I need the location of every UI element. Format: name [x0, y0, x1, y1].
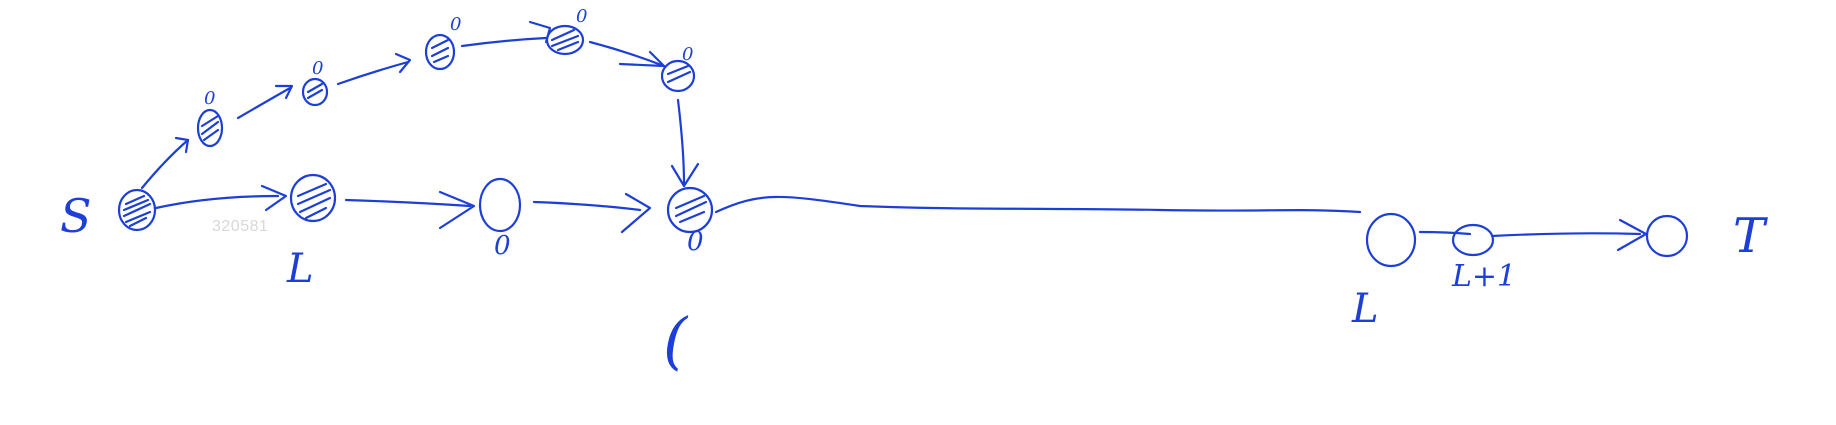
arrowhead	[670, 162, 700, 188]
top-node-5-superscript: 0	[682, 44, 693, 65]
arrowhead	[618, 50, 666, 68]
top-node-4	[545, 24, 585, 56]
top-node-1	[196, 108, 224, 148]
label-under-right-node-next: L+1	[1451, 259, 1516, 294]
label-under-bottom-node-2: 0	[494, 231, 511, 261]
right-node-L	[1365, 212, 1417, 268]
top-node-2-superscript: 0	[312, 58, 323, 79]
top-node-1-superscript: 0	[204, 88, 215, 109]
arrowhead	[274, 84, 294, 100]
sink-label: T	[1733, 208, 1768, 264]
label-under-right-node: L	[1351, 286, 1379, 332]
edge-top-3-to-top-4	[460, 36, 548, 48]
source-node	[117, 188, 157, 232]
edge-merge-to-right-node	[714, 195, 1362, 214]
edge-top-4-to-top-5	[588, 40, 666, 68]
edge-right-node-to-next	[1418, 230, 1472, 236]
right-node-L-plus-1	[1451, 223, 1495, 257]
edge-bottom-1-to-bottom-2	[344, 198, 472, 208]
edge-source-to-top-1	[140, 138, 190, 190]
edge-top-5-to-merge	[676, 98, 686, 186]
top-node-3	[424, 33, 456, 71]
arrowhead	[620, 192, 652, 234]
arrowhead	[260, 184, 288, 212]
bottom-node-1	[289, 173, 337, 223]
label-below-merge: (	[663, 304, 689, 377]
arrowhead	[1616, 218, 1648, 252]
arrowhead	[394, 52, 412, 74]
watermark: 320581	[212, 218, 269, 235]
edge-next-to-sink	[1490, 232, 1642, 238]
edge-top-2-to-top-3	[336, 60, 410, 86]
merge-node	[666, 186, 714, 234]
bottom-node-2	[478, 177, 522, 233]
top-node-2	[301, 77, 329, 107]
edge-top-1-to-top-2	[236, 86, 292, 120]
arrowhead	[174, 136, 190, 154]
edge-bottom-2-to-merge	[532, 200, 642, 212]
top-node-5	[660, 59, 696, 93]
arrowhead	[438, 190, 476, 230]
top-node-4-superscript: 0	[576, 6, 587, 27]
top-node-3-superscript: 0	[450, 14, 461, 35]
edge-source-to-bottom-1	[154, 194, 280, 210]
label-under-merge-node: 0	[687, 227, 704, 257]
sink-node	[1645, 214, 1689, 258]
source-label: S	[60, 189, 92, 243]
label-under-bottom-node-1: L	[286, 246, 314, 292]
